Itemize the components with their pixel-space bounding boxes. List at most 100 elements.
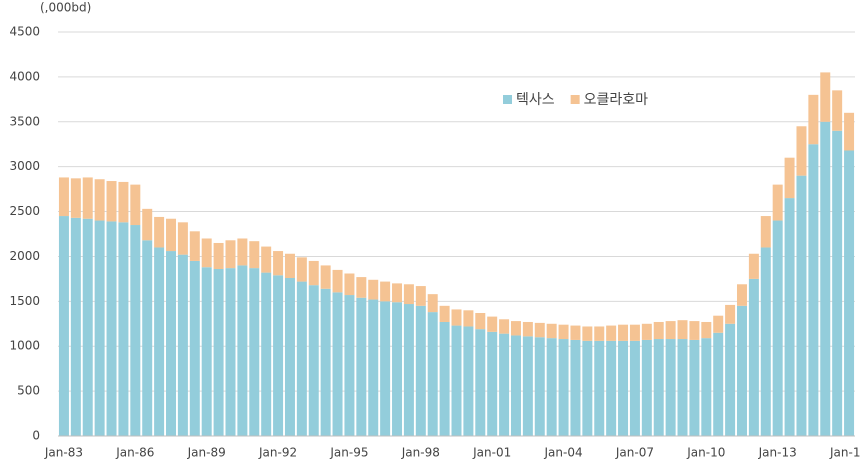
x-tick-label: Jan-01 bbox=[472, 446, 511, 460]
x-tick-label: Jan-95 bbox=[329, 446, 368, 460]
bar-segment bbox=[225, 240, 236, 269]
bar-segment bbox=[701, 338, 712, 436]
bar-segment bbox=[392, 283, 403, 303]
bar-segment bbox=[273, 251, 284, 276]
bar-segment bbox=[249, 268, 260, 436]
x-tick-label: Jan-07 bbox=[615, 446, 654, 460]
y-tick-label: 4500 bbox=[9, 25, 40, 39]
bar-segment bbox=[154, 247, 165, 436]
legend-label: 텍사스 bbox=[516, 92, 555, 108]
bar-segment bbox=[594, 340, 605, 436]
bar-segment bbox=[94, 220, 105, 436]
bar-segment bbox=[261, 246, 272, 273]
y-tick-label: 4000 bbox=[9, 69, 40, 83]
bar-segment bbox=[784, 157, 795, 199]
bar-segment bbox=[546, 338, 557, 436]
bar-segment bbox=[772, 184, 783, 221]
bar-segment bbox=[629, 340, 640, 436]
y-tick-label: 3500 bbox=[9, 114, 40, 128]
bar-segment bbox=[808, 144, 819, 436]
y-tick-label: 500 bbox=[17, 384, 40, 398]
bar-segment bbox=[320, 288, 331, 436]
bar-segment bbox=[534, 337, 545, 436]
x-tick-label: Jan-04 bbox=[544, 446, 583, 460]
bar-segment bbox=[130, 184, 141, 226]
bar-segment bbox=[392, 302, 403, 436]
bar-segment bbox=[82, 218, 93, 436]
bar-segment bbox=[736, 305, 747, 436]
bar-segment bbox=[118, 222, 129, 436]
bar-segment bbox=[748, 253, 759, 279]
bar-segment bbox=[130, 225, 141, 436]
bar-segment bbox=[487, 331, 498, 436]
bar-segment bbox=[237, 238, 248, 266]
bar-segment bbox=[118, 181, 129, 223]
x-tick-label: Jan-13 bbox=[758, 446, 797, 460]
bar-segment bbox=[154, 216, 165, 248]
bar-segment bbox=[142, 208, 153, 241]
bar-segment bbox=[760, 247, 771, 436]
x-tick-label: Jan-83 bbox=[44, 446, 83, 460]
bar-segment bbox=[427, 294, 438, 313]
bar-segment bbox=[296, 257, 307, 282]
bar-segment bbox=[463, 326, 474, 436]
bar-segment bbox=[308, 285, 319, 436]
bar-segment bbox=[166, 218, 177, 252]
bar-segment bbox=[356, 297, 367, 436]
bar-segment bbox=[94, 179, 105, 221]
bar-segment bbox=[356, 277, 367, 298]
bar-segment bbox=[463, 310, 474, 327]
x-tick-label: Jan-92 bbox=[258, 446, 297, 460]
bar-segment bbox=[82, 177, 93, 219]
bar-segment bbox=[772, 220, 783, 436]
bar-segment bbox=[629, 324, 640, 341]
bar-segment bbox=[713, 332, 724, 436]
bar-segment bbox=[736, 284, 747, 306]
bar-segment bbox=[820, 72, 831, 122]
bar-segment bbox=[534, 322, 545, 338]
bar-segment bbox=[439, 305, 450, 322]
bar-segment bbox=[368, 299, 379, 436]
legend-label: 오클라호마 bbox=[584, 92, 649, 108]
bar-segment bbox=[653, 321, 664, 340]
bar-segment bbox=[475, 329, 486, 436]
bar-segment bbox=[487, 316, 498, 332]
bar-segment bbox=[308, 260, 319, 286]
bar-segment bbox=[641, 323, 652, 340]
y-tick-label: 1500 bbox=[9, 294, 40, 308]
bar-segment bbox=[475, 313, 486, 330]
bar-segment bbox=[201, 238, 212, 268]
bar-segment bbox=[332, 269, 343, 293]
bar-segment bbox=[332, 292, 343, 436]
bar-segment bbox=[618, 324, 629, 341]
bar-segment bbox=[677, 339, 688, 436]
bar-segment bbox=[582, 340, 593, 436]
bar-segment bbox=[380, 301, 391, 436]
bar-segment bbox=[70, 217, 81, 436]
bar-segment bbox=[558, 324, 569, 340]
bar-segment bbox=[796, 126, 807, 176]
y-tick-label: 3000 bbox=[9, 159, 40, 173]
legend-swatch bbox=[503, 95, 512, 104]
bar-segment bbox=[701, 321, 712, 339]
unit-label: (,000bd) bbox=[40, 1, 91, 15]
bar-segment bbox=[403, 304, 414, 436]
bar-segment bbox=[748, 278, 759, 436]
bar-segment bbox=[677, 320, 688, 340]
bar-segment bbox=[166, 251, 177, 436]
bar-segment bbox=[106, 181, 117, 222]
bar-segment bbox=[808, 94, 819, 145]
bar-segment bbox=[296, 281, 307, 436]
bar-segment bbox=[665, 321, 676, 340]
bar-segment bbox=[510, 335, 521, 436]
y-tick-label: 0 bbox=[32, 429, 40, 443]
bar-segment bbox=[522, 336, 533, 436]
y-tick-label: 1000 bbox=[9, 339, 40, 353]
bar-segment bbox=[832, 130, 843, 436]
bar-segment bbox=[820, 121, 831, 437]
bar-segment bbox=[713, 315, 724, 333]
bar-segment bbox=[225, 268, 236, 436]
bar-segment bbox=[665, 339, 676, 436]
bar-segment bbox=[760, 216, 771, 248]
